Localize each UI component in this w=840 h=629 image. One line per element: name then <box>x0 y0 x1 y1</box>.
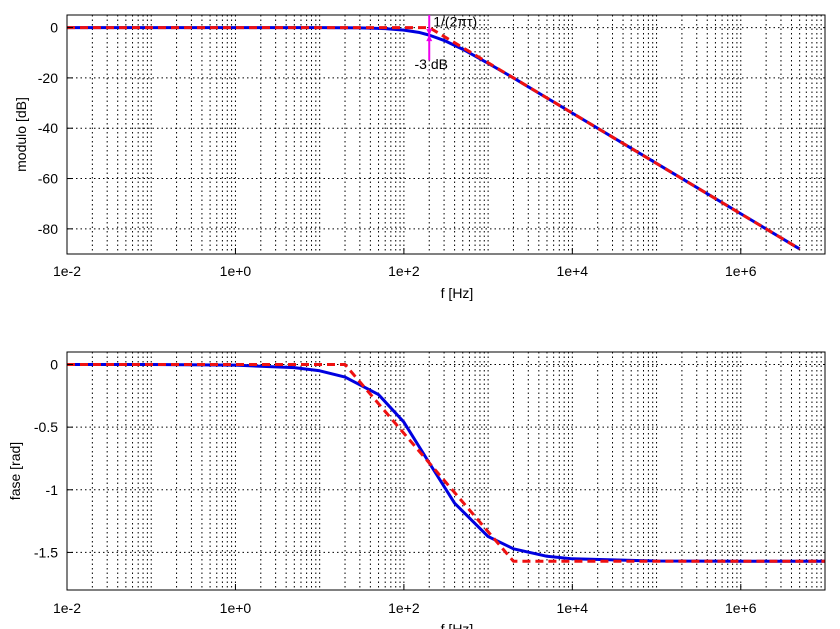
magnitude-y-axis-label: modulo [dB] <box>13 97 29 172</box>
phase-series-asymptote-line <box>67 363 825 563</box>
magnitude-x-axis-label: f [Hz] <box>441 285 474 301</box>
x-tick-label: 1e+4 <box>557 263 589 279</box>
corner-marker-arrow-down <box>426 29 433 36</box>
minus-3db-annotation: -3 dB <box>415 56 448 72</box>
x-tick-label: 1e+6 <box>725 263 757 279</box>
corner-marker-arrow-up <box>426 35 433 42</box>
x-tick-label: 1e+4 <box>557 600 589 616</box>
y-tick-label: -20 <box>38 70 58 86</box>
y-tick-label: -0.5 <box>34 419 58 435</box>
y-tick-label: -1 <box>46 482 59 498</box>
x-tick-label: 1e+0 <box>220 600 252 616</box>
phase-frame <box>66 351 826 591</box>
phase-y-axis-label: fase [rad] <box>7 442 23 500</box>
phase-x-axis-label: f [Hz] <box>441 621 474 629</box>
corner-frequency-annotation: 1/(2πτ) <box>433 13 477 29</box>
phase-plot: 1e-2 1e+0 1e+2 1e+4 1e+6 0 -0.5 -1 -1.5 f [Hz] fas… <box>7 351 826 629</box>
y-tick-label: -40 <box>38 120 58 136</box>
x-tick-label: 1e+2 <box>388 600 420 616</box>
y-tick-label: -80 <box>38 221 58 237</box>
y-tick-label: -1.5 <box>34 544 58 560</box>
x-tick-label: 1e+2 <box>388 263 420 279</box>
x-tick-label: 1e+6 <box>725 600 757 616</box>
y-tick-label: 0 <box>50 357 58 373</box>
x-tick-label: 1e-2 <box>53 263 81 279</box>
magnitude-grid <box>67 15 825 254</box>
phase-series-exact-line <box>67 363 825 563</box>
x-tick-label: 1e-2 <box>53 600 81 616</box>
y-tick-label: 0 <box>50 20 58 36</box>
magnitude-series-asymptote-line <box>67 26 801 251</box>
magnitude-frame <box>66 14 826 255</box>
x-tick-label: 1e+0 <box>220 263 252 279</box>
y-tick-label: -60 <box>38 171 58 187</box>
magnitude-plot: 1e-2 1e+0 1e+2 1e+4 1e+6 0 -20 -40 -60 -80 f [Hz] m… <box>13 13 826 301</box>
phase-grid <box>67 352 825 590</box>
